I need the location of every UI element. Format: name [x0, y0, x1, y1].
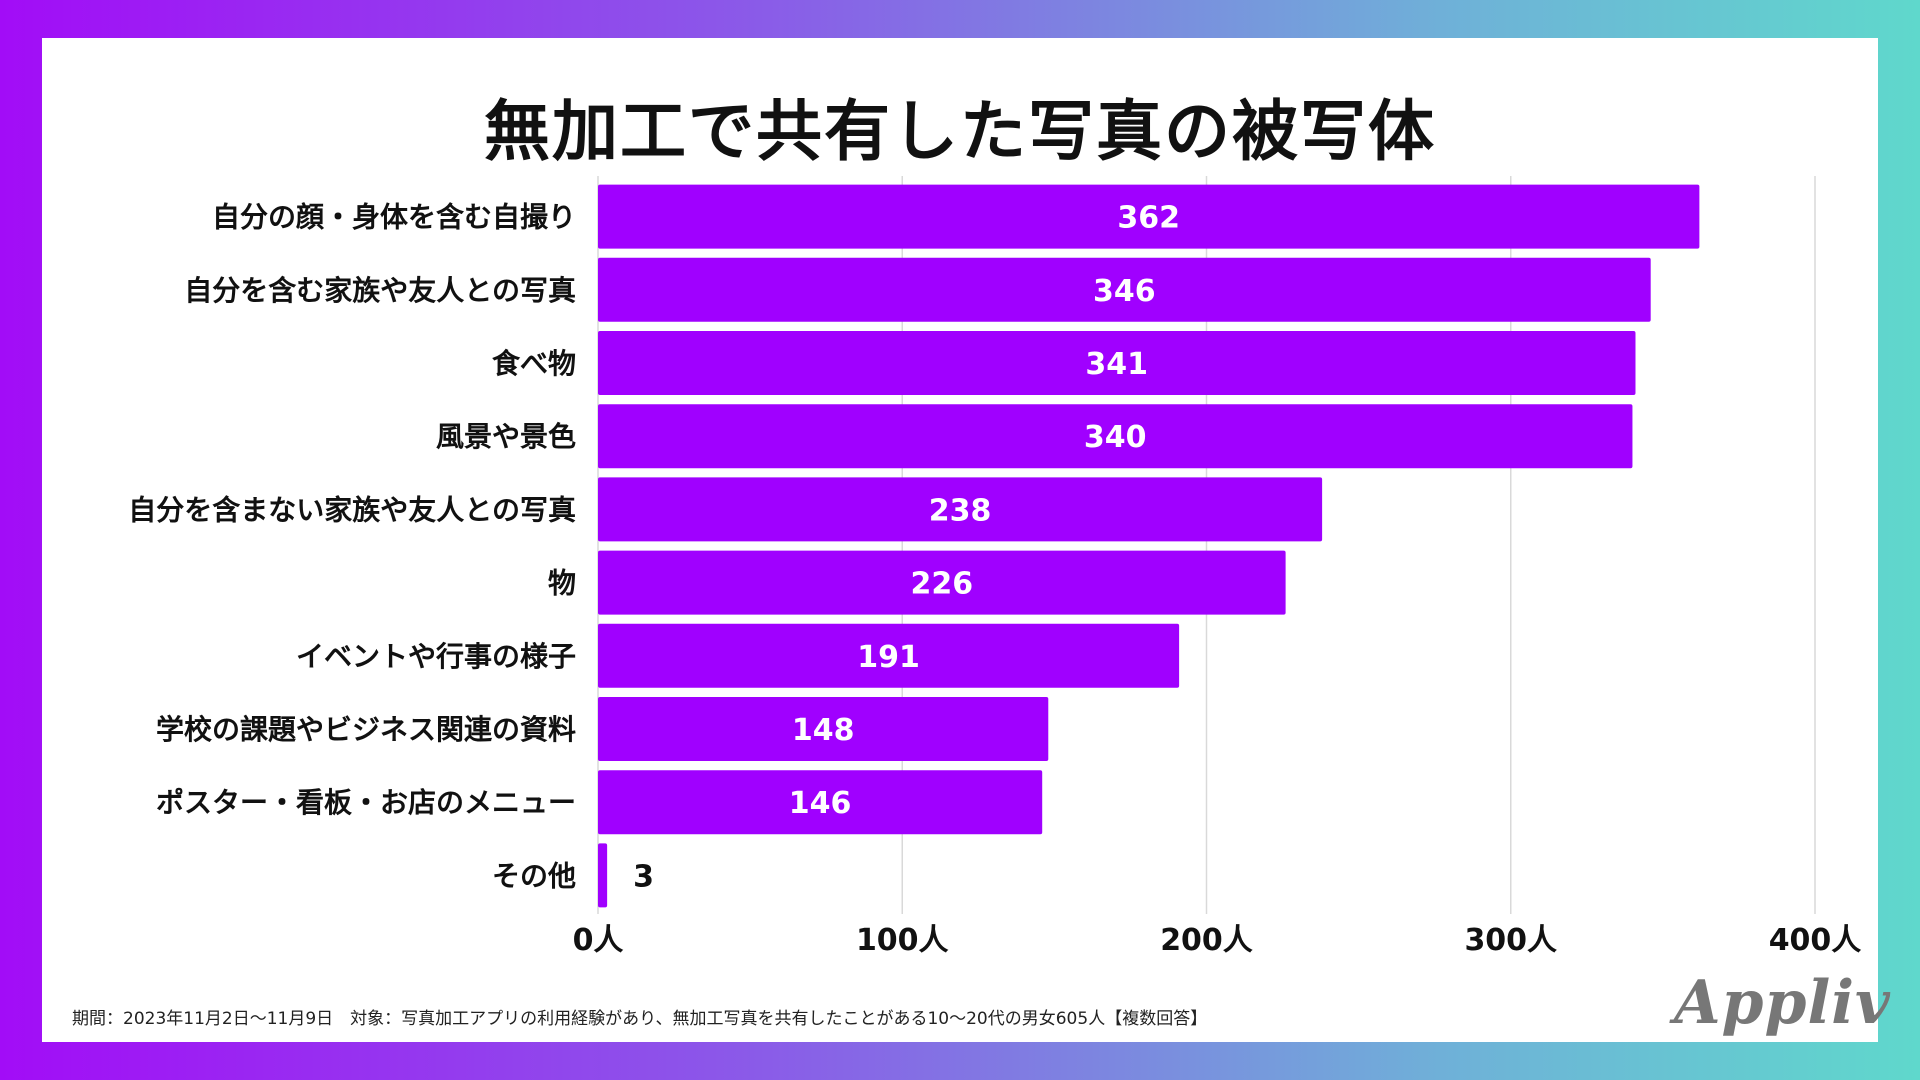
x-tick-label: 300人 — [1464, 923, 1557, 958]
category-label: 風景や景色 — [436, 420, 576, 453]
data-label: 346 — [1093, 274, 1156, 309]
bar — [598, 550, 1286, 615]
x-tick-label: 200人 — [1160, 923, 1253, 958]
data-label: 148 — [792, 713, 855, 748]
x-tick-label: 100人 — [856, 923, 949, 958]
bar — [598, 770, 1043, 835]
bar-chart: 0人 100人 200人 300人 400人 自分の顔・身体を含む自撮り 362 自分を含む家… — [128, 176, 1862, 958]
category-label: 自分の顔・身体を含む自撮り — [212, 201, 576, 234]
bar — [598, 477, 1323, 542]
category-label: 食べ物 — [492, 347, 576, 380]
data-label: 341 — [1085, 347, 1148, 382]
bar — [598, 404, 1633, 469]
data-label: 191 — [857, 640, 920, 675]
category-label: イベントや行事の様子 — [296, 640, 576, 673]
bar — [598, 697, 1049, 761]
data-label: 340 — [1084, 420, 1147, 455]
bar — [598, 331, 1636, 395]
bar — [598, 184, 1700, 249]
category-label: 自分を含まない家族や友人との写真 — [128, 493, 576, 526]
category-label: ポスター・看板・お店のメニュー — [156, 786, 576, 819]
data-label: 3 — [633, 859, 654, 894]
category-label: 学校の課題やビジネス関連の資料 — [156, 713, 576, 746]
data-label: 238 — [929, 493, 992, 528]
bar — [598, 843, 608, 908]
data-label: 362 — [1117, 201, 1180, 236]
data-label: 146 — [789, 786, 852, 821]
chart-card: 無加工で共有した写真の被写体 0人 100人 200人 300人 400人 自分の顔・身体… — [42, 38, 1890, 1042]
category-label: 自分を含む家族や友人との写真 — [184, 274, 576, 307]
chart-title: 無加工で共有した写真の被写体 — [484, 93, 1436, 170]
category-label: その他 — [492, 859, 576, 892]
survey-footnote: 期間：2023年11月2日〜11月9日 対象：写真加工アプリの利用経験があり、無… — [72, 1009, 1208, 1029]
bar — [598, 623, 1180, 688]
category-label: 物 — [548, 567, 576, 600]
x-tick-label: 0人 — [573, 923, 624, 958]
x-tick-label: 400人 — [1769, 923, 1862, 958]
bar — [598, 257, 1651, 322]
applive-logo: Appliv — [1674, 968, 1891, 1038]
data-label: 226 — [910, 567, 973, 602]
